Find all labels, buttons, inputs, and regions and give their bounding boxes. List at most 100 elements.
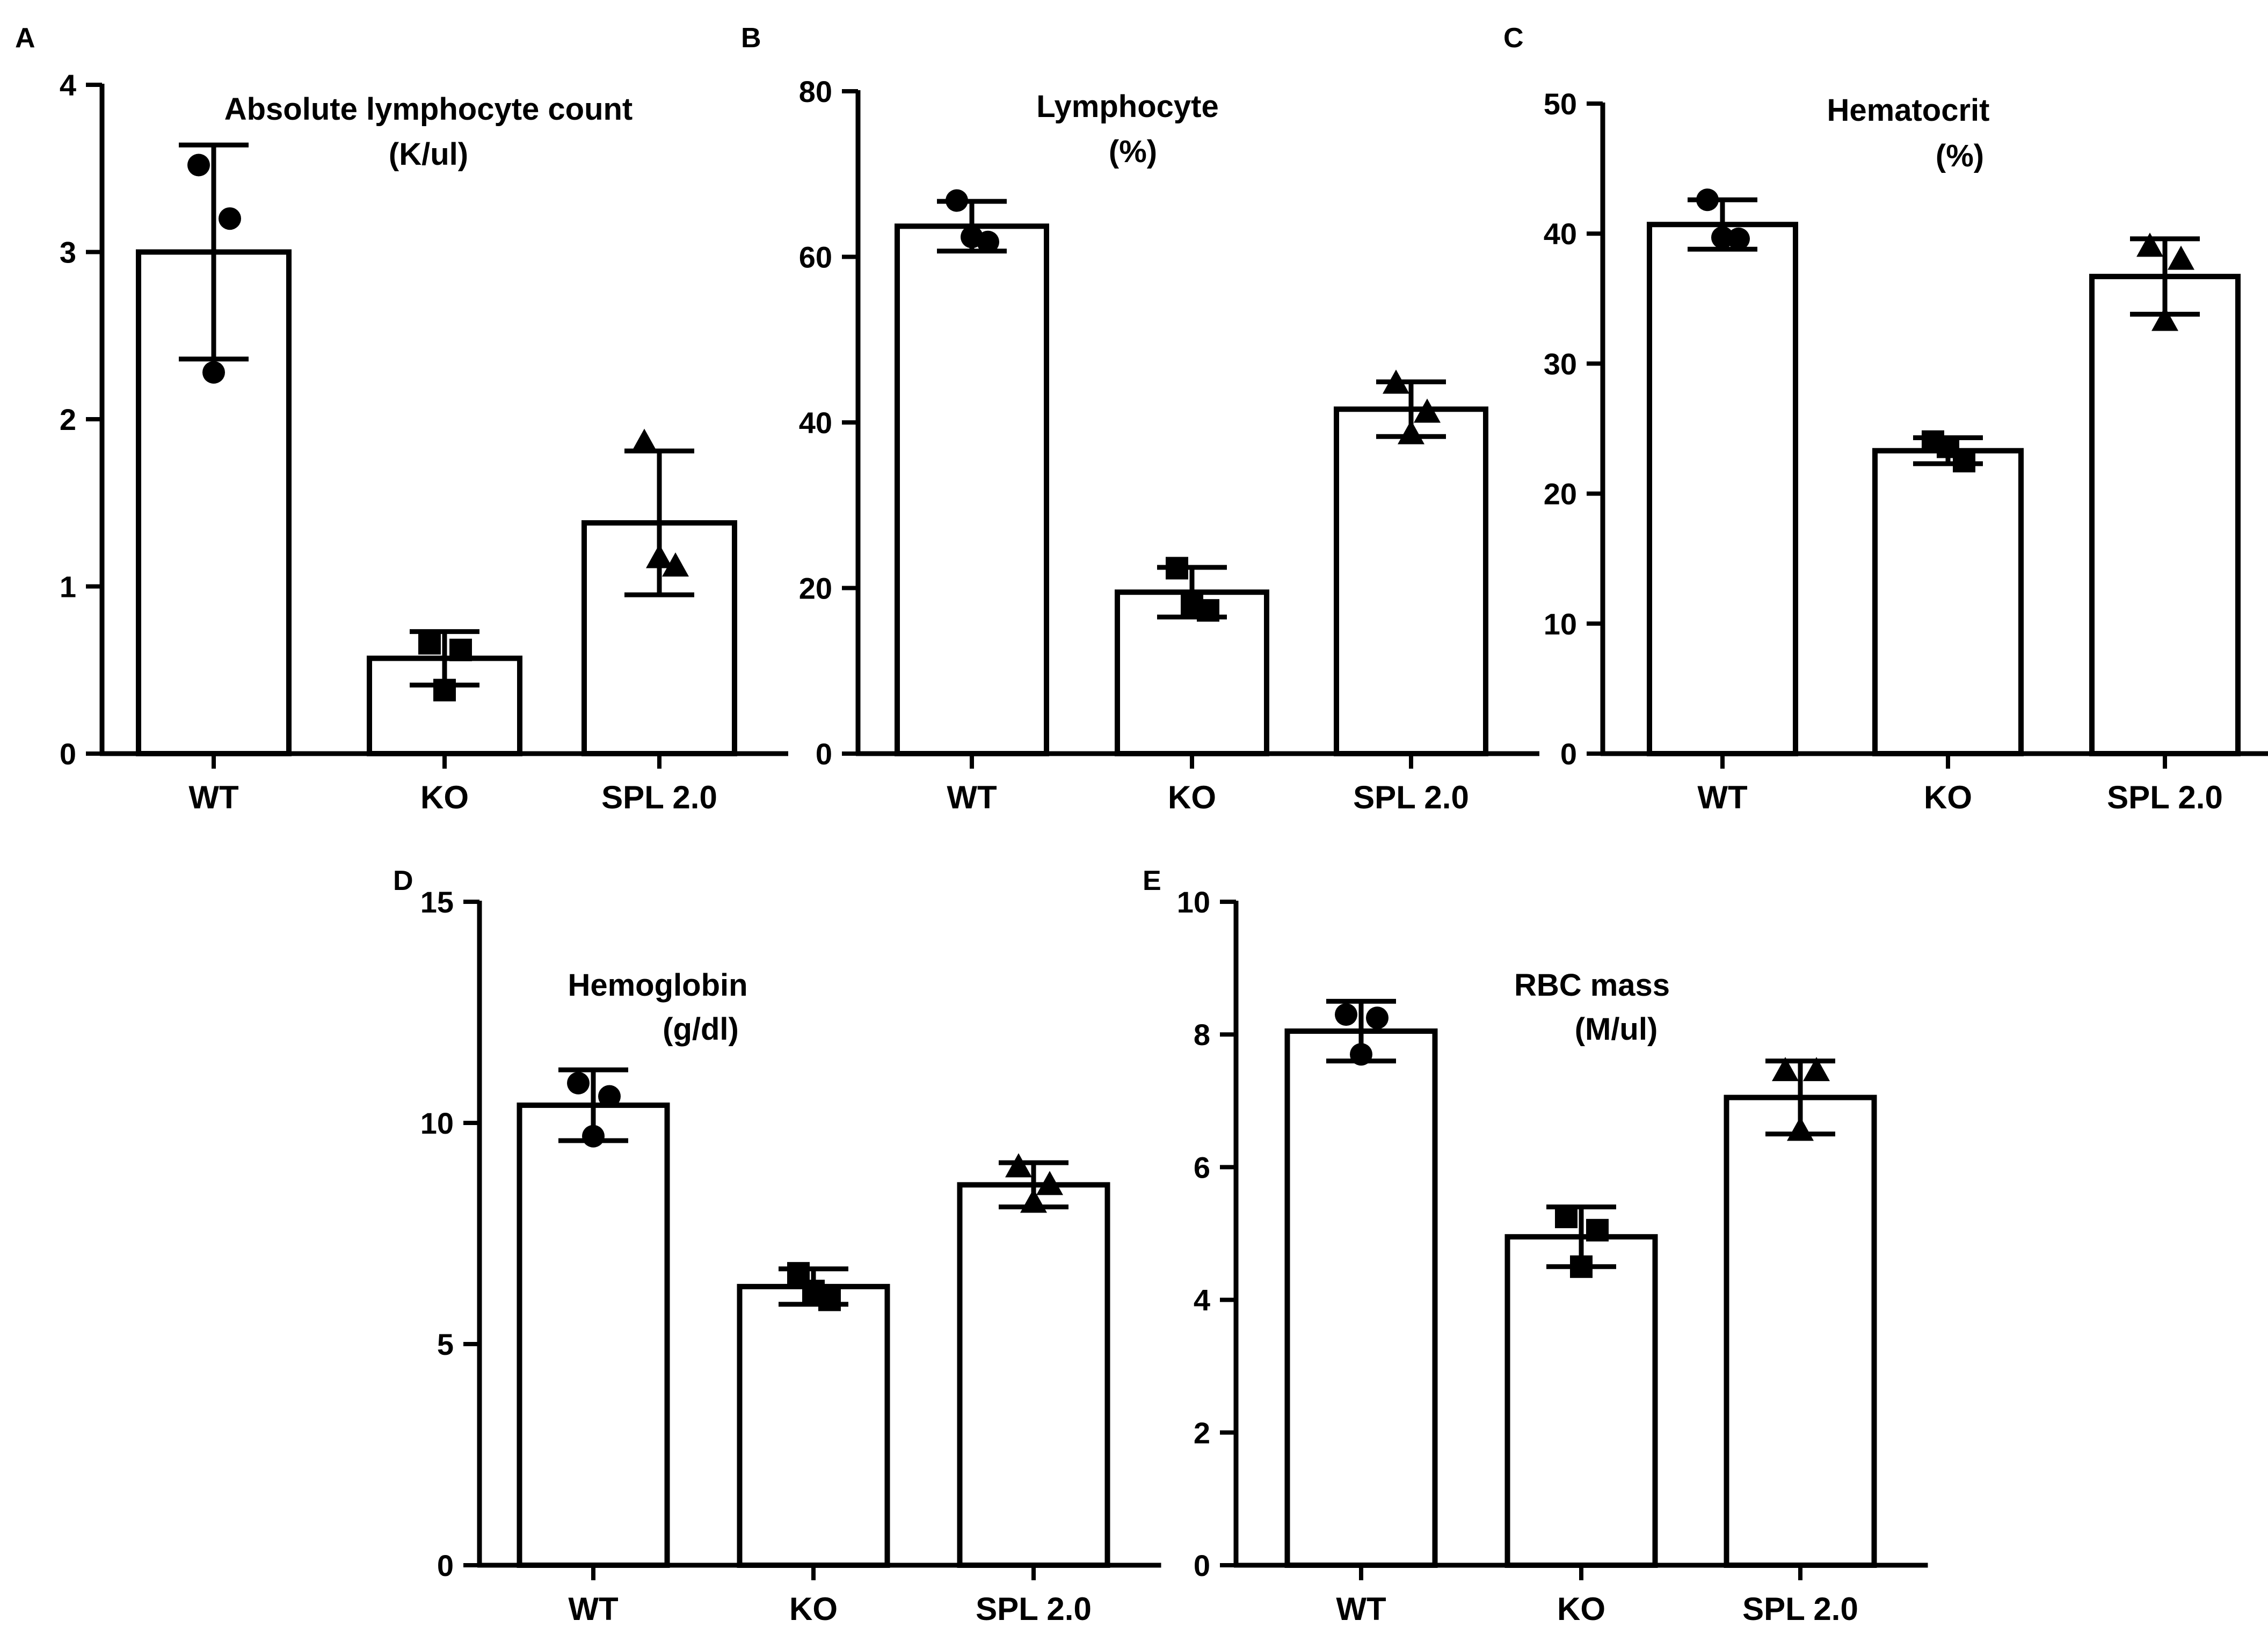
data-point [662, 552, 689, 577]
data-point [946, 189, 968, 212]
y-tick-label: 6 [1194, 1150, 1210, 1184]
data-point [631, 428, 658, 453]
data-point [1383, 369, 1409, 394]
x-tick-label: WT [1336, 1591, 1386, 1627]
y-tick-label: 4 [60, 68, 76, 102]
data-point [1803, 1057, 1830, 1082]
data-point [449, 638, 472, 661]
bar [895, 223, 1049, 756]
chart-panel-a: A Absolute lymphocyte count (K/ul) 0 1 2 3 4 WT K… [15, 23, 788, 815]
chart-panel-b: B Lymphocyte (%) 0 20 40 60 80 WT KO SPL 2.0 [741, 23, 1539, 815]
bar [1334, 406, 1488, 756]
data-point [1772, 1057, 1799, 1082]
data-point [1414, 398, 1441, 423]
data-point [219, 207, 241, 230]
panel-letter: C [1503, 23, 1524, 54]
y-tick-label: 10 [1544, 607, 1577, 641]
data-point [961, 225, 983, 249]
data-point [1005, 1153, 1032, 1178]
x-tick-label: SPL 2.0 [601, 779, 717, 815]
x-tick-label: KO [1168, 779, 1216, 815]
y-tick-label: 2 [1194, 1416, 1210, 1450]
y-tick-label: 20 [799, 572, 832, 605]
panel-letter: E [1143, 865, 1161, 896]
chart-panel-c: C Hematocrit (%) 0 10 20 30 40 50 WT KO SPL 2.0 [1503, 23, 2268, 815]
data-point [1036, 1171, 1063, 1195]
x-tick-label: KO [789, 1591, 838, 1627]
chart-subtitle: (%) [1109, 134, 1157, 169]
chart-title: Hemoglobin [568, 968, 747, 1003]
data-point [598, 1085, 621, 1108]
bar [1504, 1234, 1658, 1568]
panel-letter: A [15, 23, 35, 54]
data-point [646, 544, 673, 568]
chart-subtitle: (g/dl) [663, 1012, 739, 1047]
bar [1724, 1094, 1877, 1568]
data-point [2136, 232, 2163, 257]
data-point [1727, 227, 1750, 250]
x-tick-label: WT [947, 779, 997, 815]
chart-title: Lymphocyte [1036, 89, 1218, 124]
data-point [1020, 1188, 1047, 1213]
y-tick-label: 40 [799, 406, 832, 440]
y-tick-label: 0 [816, 737, 832, 771]
bar [737, 1283, 890, 1568]
y-tick-label: 8 [1194, 1018, 1210, 1052]
x-tick-label: KO [1557, 1591, 1605, 1627]
y-tick-label: 60 [799, 240, 832, 274]
y-tick-label: 40 [1544, 217, 1577, 251]
x-tick-label: WT [1697, 779, 1747, 815]
y-tick-label: 20 [1544, 477, 1577, 511]
x-tick-label: KO [1924, 779, 1972, 815]
y-tick-label: 10 [420, 1106, 454, 1140]
y-tick-label: 3 [60, 236, 76, 269]
data-point [1366, 1006, 1389, 1030]
data-point [1586, 1218, 1609, 1242]
data-point [1398, 420, 1424, 444]
data-point [187, 154, 210, 177]
y-tick-label: 5 [437, 1327, 454, 1361]
data-point [2168, 245, 2194, 270]
y-tick-label: 0 [1194, 1549, 1210, 1582]
bar [2089, 274, 2241, 756]
x-tick-label: SPL 2.0 [1353, 779, 1469, 815]
panel-letter: D [393, 865, 413, 896]
data-point [567, 1071, 590, 1094]
data-point [1350, 1043, 1372, 1066]
y-tick-label: 0 [437, 1549, 454, 1582]
chart-subtitle: (M/ul) [1575, 1012, 1658, 1047]
data-point [1166, 557, 1188, 580]
chart-panel-e: E RBC mass (M/ul) 0 2 4 6 8 10 WT KO SPL 2.0 [1143, 865, 1928, 1627]
y-tick-label: 0 [1560, 737, 1577, 771]
y-tick-label: 1 [60, 570, 76, 604]
bar [517, 1103, 670, 1568]
x-tick-label: WT [188, 779, 238, 815]
x-tick-label: KO [420, 779, 469, 815]
bar [1647, 222, 1798, 757]
data-point [418, 632, 441, 655]
data-point [1335, 1003, 1357, 1026]
data-point [802, 1280, 825, 1303]
y-tick-label: 2 [60, 403, 76, 436]
y-tick-label: 30 [1544, 347, 1577, 381]
bar [957, 1182, 1110, 1568]
data-point [202, 361, 225, 384]
data-point [433, 678, 456, 702]
y-tick-label: 4 [1194, 1283, 1210, 1317]
bar [1872, 448, 2024, 756]
bar [1284, 1028, 1438, 1568]
data-point [1181, 593, 1203, 616]
chart-title: Absolute lymphocyte count [224, 92, 633, 127]
y-tick-label: 50 [1544, 87, 1577, 121]
data-point [2151, 306, 2178, 331]
chart-subtitle: (K/ul) [389, 137, 468, 172]
y-tick-label: 10 [1177, 885, 1210, 919]
chart-title: Hematocrit [1827, 93, 1990, 128]
y-tick-label: 0 [60, 737, 76, 771]
panel-letter: B [741, 23, 761, 54]
data-point [1696, 188, 1719, 211]
chart-panel-d: D Hemoglobin (g/dl) 0 5 10 15 WT KO SPL 2.0 [393, 865, 1161, 1627]
x-tick-label: SPL 2.0 [976, 1591, 1092, 1627]
x-tick-label: WT [568, 1591, 618, 1627]
